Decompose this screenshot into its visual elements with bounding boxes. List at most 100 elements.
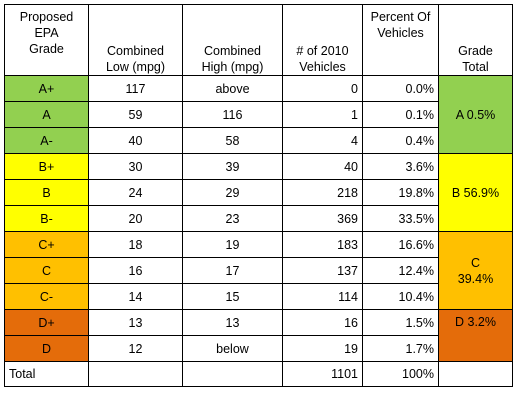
grade-cell: A- — [4, 127, 89, 154]
grade-cell: B+ — [4, 153, 89, 180]
header-grade-total: Grade Total — [438, 4, 513, 76]
header-percent-line-2: Vehicles — [377, 26, 424, 40]
percent-cell: 0.0% — [362, 75, 439, 102]
header-high: Combined High (mpg) — [182, 4, 283, 76]
header-low: Combined Low (mpg) — [88, 4, 183, 76]
grade-total-c-letter: C — [470, 255, 481, 270]
grade-cell: A — [4, 101, 89, 128]
epa-grade-table: Proposed EPA Grade Combined Low (mpg) Co… — [4, 4, 513, 387]
table-row: D 12 below 19 1.7% — [4, 335, 513, 362]
high-cell: 29 — [182, 179, 283, 206]
grade-cell: B — [4, 179, 89, 206]
total-empty-high — [182, 361, 283, 387]
low-cell: 16 — [88, 257, 183, 284]
header-grade-line-1: Proposed — [19, 10, 74, 24]
total-empty-grade — [438, 361, 513, 387]
low-cell: 30 — [88, 153, 183, 180]
count-cell: 183 — [282, 231, 363, 258]
percent-cell: 1.7% — [362, 335, 439, 362]
total-count: 1101 — [282, 361, 363, 387]
grade-cell: A+ — [4, 75, 89, 102]
grade-total-b: B 56.9% — [438, 153, 513, 232]
percent-cell: 33.5% — [362, 205, 439, 232]
table-row: B+ 30 39 40 3.6% B 56.9% — [4, 153, 513, 232]
high-cell: below — [182, 335, 283, 362]
grade-total-a: A 0.5% — [438, 75, 513, 154]
header-percent: Percent Of Vehicles — [362, 4, 439, 76]
count-cell: 1 — [282, 101, 363, 128]
high-cell: 23 — [182, 205, 283, 232]
total-empty-low — [88, 361, 183, 387]
count-cell: 16 — [282, 309, 363, 336]
percent-cell: 0.4% — [362, 127, 439, 154]
table-row: C+ 18 19 183 16.6% C 39.4% — [4, 231, 513, 310]
high-cell: 17 — [182, 257, 283, 284]
count-cell: 369 — [282, 205, 363, 232]
high-cell: 15 — [182, 283, 283, 310]
grade-cell: C+ — [4, 231, 89, 258]
grade-cell: C- — [4, 283, 89, 310]
count-cell: 4 — [282, 127, 363, 154]
header-percent-line-1: Percent Of — [370, 10, 431, 24]
percent-cell: 0.1% — [362, 101, 439, 128]
high-cell: 39 — [182, 153, 283, 180]
low-cell: 59 — [88, 101, 183, 128]
table-row: A- 40 58 4 0.4% — [4, 127, 513, 154]
total-percent: 100% — [362, 361, 439, 387]
low-cell: 40 — [88, 127, 183, 154]
table-row: A 59 116 1 0.1% — [4, 101, 513, 128]
low-cell: 12 — [88, 335, 183, 362]
low-cell: 14 — [88, 283, 183, 310]
table-row: C- 14 15 114 10.4% — [4, 283, 513, 310]
header-count-line-1: # of 2010 — [296, 44, 349, 58]
header-count: # of 2010 Vehicles — [282, 4, 363, 76]
grade-cell: C — [4, 257, 89, 284]
high-cell: 58 — [182, 127, 283, 154]
percent-cell: 1.5% — [362, 309, 439, 336]
table-row: A+ 117 above 0 0.0% A 0.5% — [4, 75, 513, 154]
header-count-line-2: Vehicles — [299, 60, 346, 74]
header-low-line-1: Combined — [107, 44, 164, 58]
count-cell: 137 — [282, 257, 363, 284]
low-cell: 13 — [88, 309, 183, 336]
percent-cell: 19.8% — [362, 179, 439, 206]
count-cell: 19 — [282, 335, 363, 362]
low-cell: 24 — [88, 179, 183, 206]
percent-cell: 12.4% — [362, 257, 439, 284]
low-cell: 117 — [88, 75, 183, 102]
count-cell: 218 — [282, 179, 363, 206]
high-cell: 116 — [182, 101, 283, 128]
high-cell: 19 — [182, 231, 283, 258]
grade-total-d: D 3.2% — [438, 309, 513, 362]
grade-cell: B- — [4, 205, 89, 232]
high-cell: above — [182, 75, 283, 102]
percent-cell: 3.6% — [362, 153, 439, 180]
header-total-line-1: Grade — [458, 44, 493, 58]
header-grade: Proposed EPA Grade — [4, 4, 89, 76]
grade-total-c-percent: 39.4% — [457, 271, 494, 286]
percent-cell: 10.4% — [362, 283, 439, 310]
header-grade-line-3: Grade — [29, 42, 64, 56]
low-cell: 20 — [88, 205, 183, 232]
grade-cell: D — [4, 335, 89, 362]
low-cell: 18 — [88, 231, 183, 258]
table-row: B 24 29 218 19.8% — [4, 179, 513, 206]
total-row: Total 1101 100% — [4, 361, 513, 387]
table-row: C 16 17 137 12.4% — [4, 257, 513, 284]
count-cell: 0 — [282, 75, 363, 102]
header-high-line-2: High (mpg) — [201, 60, 264, 74]
percent-cell: 16.6% — [362, 231, 439, 258]
total-label: Total — [4, 361, 89, 387]
table-row: B- 20 23 369 33.5% — [4, 205, 513, 232]
count-cell: 114 — [282, 283, 363, 310]
grade-cell: D+ — [4, 309, 89, 336]
header-row: Proposed EPA Grade Combined Low (mpg) Co… — [4, 4, 513, 76]
header-low-line-2: Low (mpg) — [105, 60, 166, 74]
header-high-line-1: Combined — [204, 44, 261, 58]
grade-total-c: C 39.4% — [438, 231, 513, 310]
table-row: D+ 13 13 16 1.5% D 3.2% — [4, 309, 513, 362]
high-cell: 13 — [182, 309, 283, 336]
count-cell: 40 — [282, 153, 363, 180]
header-grade-line-2: EPA — [34, 26, 59, 40]
header-total-line-2: Total — [462, 60, 489, 74]
